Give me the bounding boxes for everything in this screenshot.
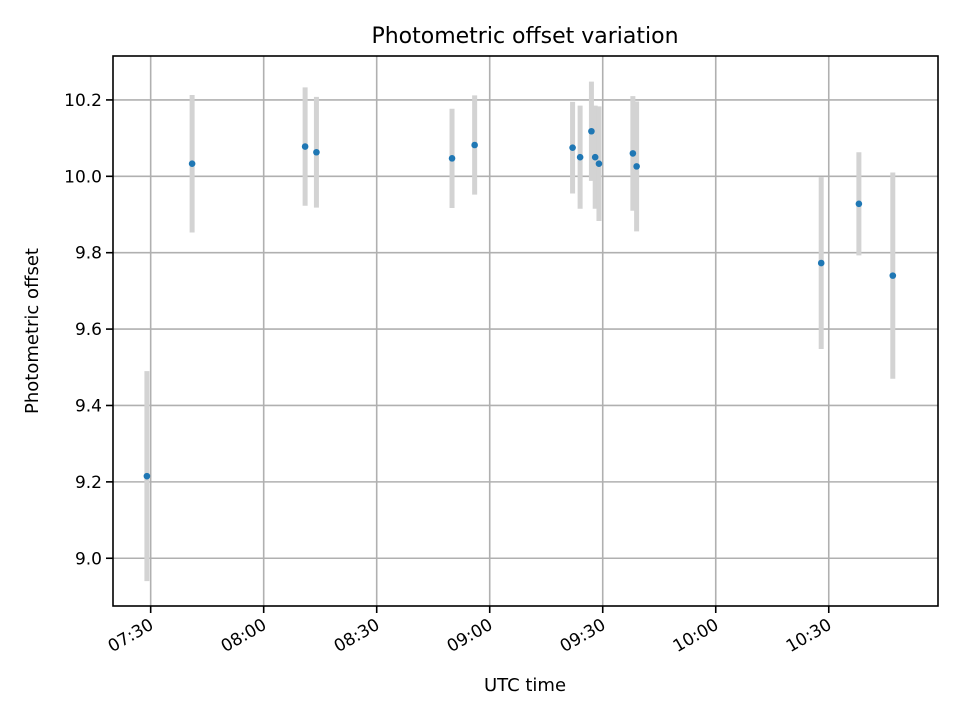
y-tick-label: 9.8 (75, 244, 102, 264)
y-tick-label: 9.4 (75, 396, 102, 416)
data-point (576, 153, 584, 161)
data-point (817, 259, 825, 267)
data-point (591, 153, 599, 161)
data-point (588, 127, 595, 135)
y-tick-label: 10.2 (64, 91, 102, 111)
data-point (313, 148, 320, 156)
data-point (855, 200, 863, 208)
grid (113, 56, 938, 606)
data-point (301, 143, 309, 150)
y-tick-label: 10.0 (64, 167, 102, 187)
data-point (569, 144, 576, 151)
plot-frame (112, 55, 939, 607)
y-tick-label: 9.2 (75, 473, 102, 493)
data-point (629, 150, 637, 157)
y-axis: 9.0 9.2 9.4 9.6 9.8 10.0 10.2 (64, 91, 113, 569)
y-tick-label: 9.0 (75, 549, 102, 569)
data-point (633, 163, 640, 170)
y-axis-label: Photometric offset (22, 248, 43, 414)
plot-background (113, 56, 938, 606)
data-point (595, 160, 603, 168)
y-tick-label: 9.6 (75, 320, 102, 340)
data-point (889, 272, 897, 279)
data-point (188, 160, 196, 168)
x-axis-label: UTC time (484, 675, 566, 696)
chart-title: Photometric offset variation (371, 24, 678, 49)
data-points (143, 127, 897, 480)
data-point (471, 141, 478, 149)
data-point (143, 472, 151, 480)
data-point (448, 155, 456, 162)
